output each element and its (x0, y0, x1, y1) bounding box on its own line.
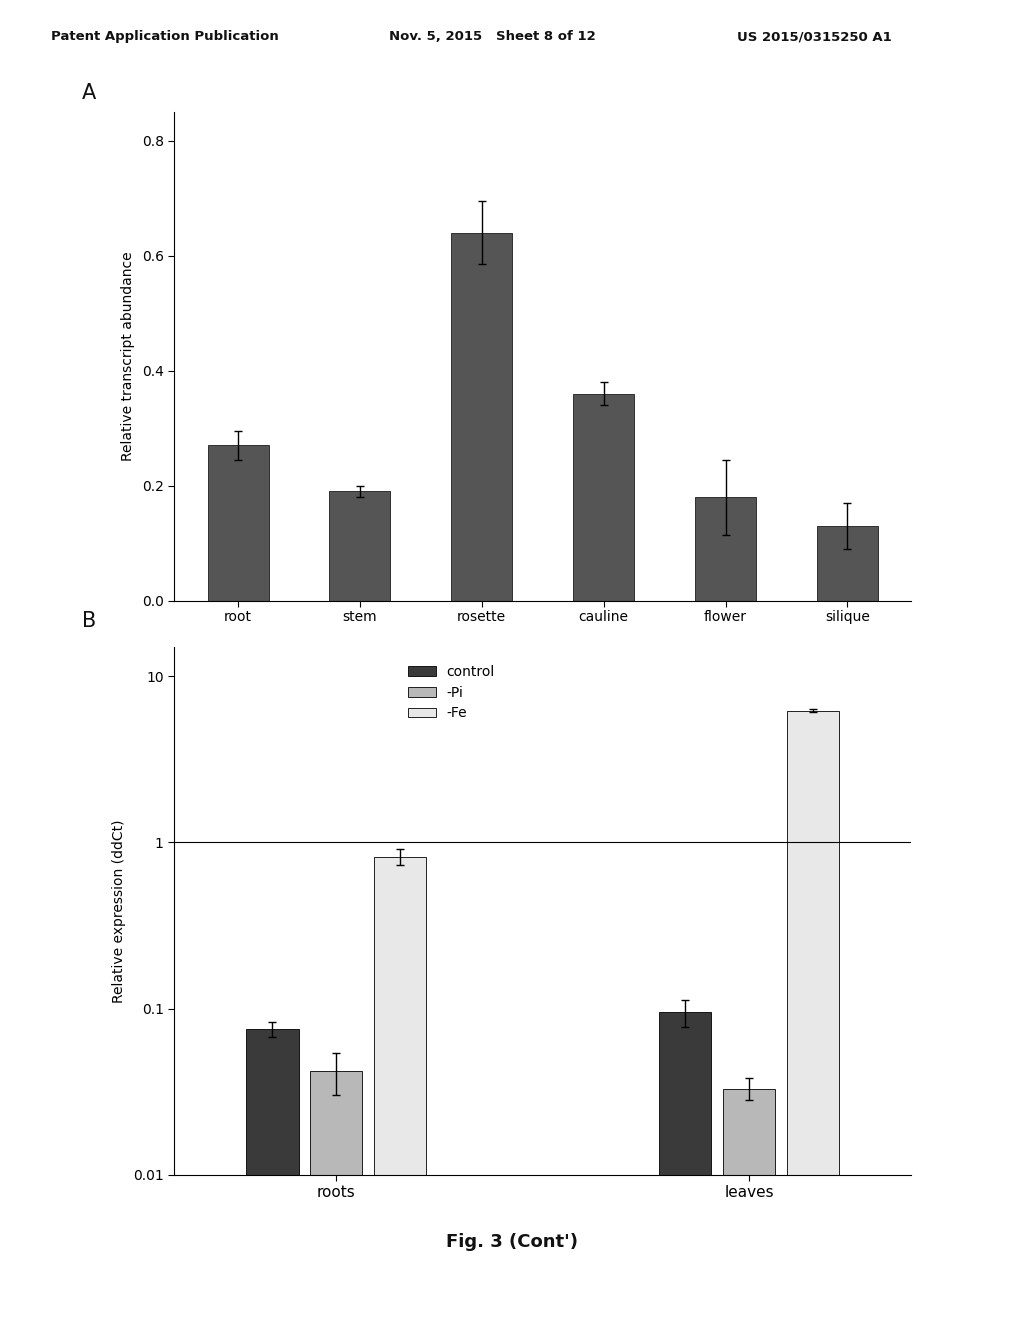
Text: A: A (82, 83, 96, 103)
Bar (310, 1072, 362, 1320)
Legend: control, -Pi, -Fe: control, -Pi, -Fe (402, 659, 501, 726)
Text: US 2015/0315250 A1: US 2015/0315250 A1 (737, 30, 892, 44)
Bar (695, 498, 756, 601)
Bar (786, 710, 840, 1320)
Bar (246, 1030, 299, 1320)
Y-axis label: Relative expression (ddCt): Relative expression (ddCt) (112, 818, 126, 1003)
Bar (330, 491, 390, 601)
Y-axis label: Relative transcript abundance: Relative transcript abundance (121, 252, 135, 461)
Text: Patent Application Publication: Patent Application Publication (51, 30, 279, 44)
Bar (573, 393, 634, 601)
Bar (374, 857, 426, 1320)
Bar (659, 1012, 712, 1320)
Bar (452, 232, 512, 601)
Text: B: B (82, 611, 96, 631)
Bar (817, 525, 878, 601)
Bar (723, 1089, 775, 1320)
Text: Nov. 5, 2015   Sheet 8 of 12: Nov. 5, 2015 Sheet 8 of 12 (389, 30, 596, 44)
Bar (208, 445, 268, 601)
Text: Fig. 3 (Cont'): Fig. 3 (Cont') (446, 1233, 578, 1251)
